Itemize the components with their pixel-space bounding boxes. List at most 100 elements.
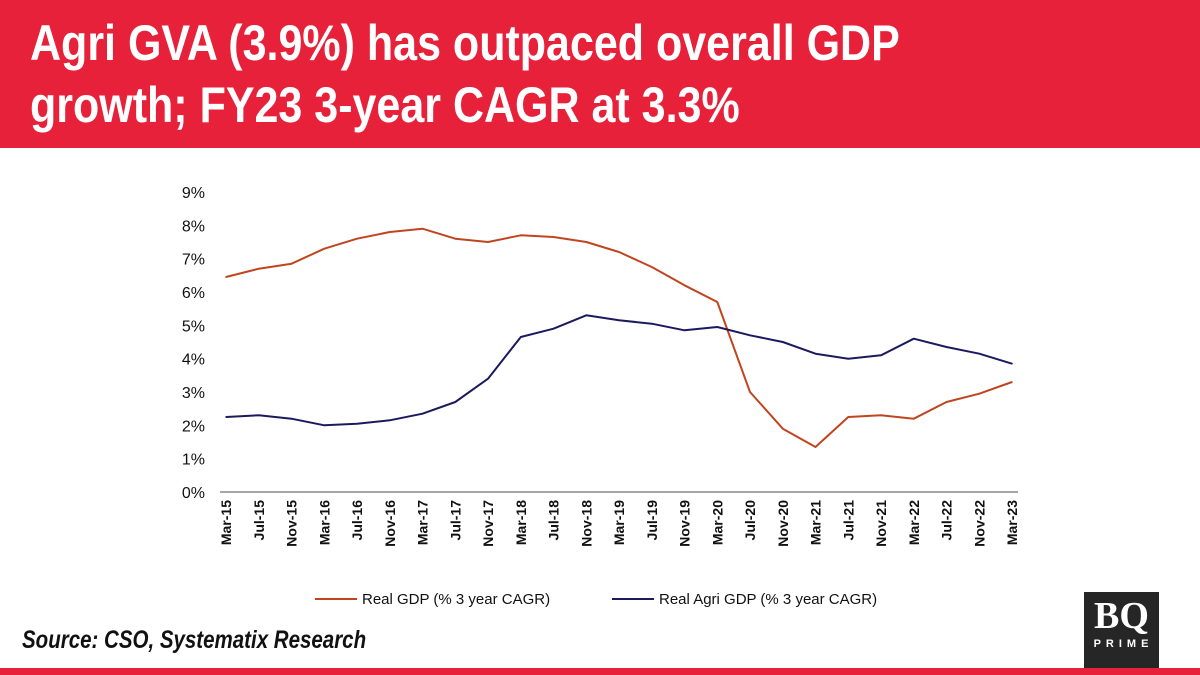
data-point: [683, 329, 686, 332]
data-point: [912, 337, 915, 340]
logo-text: BQ: [1094, 595, 1149, 637]
data-point: [257, 414, 260, 417]
y-tick-label: 9%: [182, 185, 205, 202]
x-tick-label: Jul-22: [939, 500, 955, 541]
legend-label: Real GDP (% 3 year CAGR): [362, 591, 550, 608]
x-tick-label: Jul-17: [447, 500, 463, 541]
y-tick-label: 7%: [182, 252, 205, 269]
legend-label: Real Agri GDP (% 3 year CAGR): [659, 591, 877, 608]
line-chart: 0%1%2%3%4%5%6%7%8%9% Mar-15 Jul-15 Nov-15 M…: [182, 185, 1020, 608]
data-point: [454, 237, 457, 240]
x-tick-label: Mar-18: [513, 500, 529, 545]
x-tick-label: Jul-21: [840, 500, 856, 541]
data-point: [323, 247, 326, 250]
data-point: [585, 241, 588, 243]
data-point: [847, 357, 850, 360]
data-point: [978, 352, 981, 355]
bq-prime-logo: BQ PRIME: [1084, 592, 1159, 668]
data-point: [880, 414, 882, 417]
bottom-bar: [0, 668, 1200, 675]
data-point: [421, 227, 424, 230]
x-tick-label: Mar-21: [808, 500, 824, 545]
data-point: [225, 416, 227, 418]
x-tick-label: Mar-19: [611, 500, 627, 545]
x-axis: Mar-15 Jul-15 Nov-15 Mar-16 Jul-16 Nov-16 Mar-…: [218, 500, 1020, 547]
x-tick-label: Mar-23: [1004, 500, 1020, 545]
y-axis: 0% 1% 2% 3% 4% 5% 6% 7% 8% 9%: [182, 185, 205, 502]
x-tick-label: Jul-15: [251, 500, 267, 541]
y-tick-label: 0%: [182, 485, 205, 502]
x-tick-label: Nov-20: [775, 500, 791, 547]
series-line-real-agri-gdp: [225, 314, 1013, 427]
data-point: [323, 424, 326, 427]
series-line-real-gdp: [225, 227, 1013, 448]
logo-subtext: PRIME: [1093, 638, 1154, 650]
data-point: [814, 352, 817, 355]
data-point: [781, 341, 784, 343]
data-point: [487, 241, 489, 243]
x-tick-label: Nov-17: [480, 500, 496, 547]
data-point: [290, 262, 293, 265]
title-line-1: Agri GVA (3.9%) has outpaced overall GDP: [30, 15, 900, 71]
y-tick-label: 8%: [182, 218, 205, 235]
x-tick-label: Jul-18: [546, 500, 562, 541]
x-tick-label: Nov-22: [971, 500, 987, 547]
data-point: [290, 417, 293, 420]
x-tick-label: Nov-18: [578, 500, 594, 547]
data-point: [716, 301, 719, 303]
x-tick-label: Mar-15: [218, 500, 234, 545]
data-point: [519, 336, 522, 338]
data-point: [388, 231, 391, 233]
data-point: [421, 412, 424, 415]
data-point: [945, 346, 948, 348]
data-point: [519, 234, 522, 237]
data-point: [356, 237, 358, 240]
data-point: [945, 401, 948, 403]
data-point: [454, 401, 457, 403]
data-point: [356, 422, 358, 425]
x-tick-label: Mar-17: [415, 500, 431, 545]
source-note: Source: CSO, Systematix Research: [22, 626, 367, 654]
y-tick-label: 2%: [182, 418, 205, 435]
data-point: [912, 417, 915, 420]
data-point: [650, 322, 653, 325]
y-tick-label: 6%: [182, 285, 205, 302]
x-tick-label: Mar-20: [709, 500, 725, 545]
x-tick-label: Nov-19: [677, 500, 693, 547]
x-tick-label: Mar-16: [316, 500, 332, 545]
data-point: [618, 319, 620, 322]
data-point: [978, 392, 981, 395]
data-point: [585, 314, 588, 317]
data-point: [749, 334, 751, 337]
data-point: [552, 327, 555, 330]
data-point: [650, 266, 653, 268]
x-tick-label: Mar-22: [906, 500, 922, 545]
data-point: [683, 284, 686, 287]
y-tick-label: 4%: [182, 352, 205, 369]
series-lines: [225, 227, 1013, 448]
data-point: [749, 391, 751, 393]
data-point: [388, 419, 391, 422]
title-banner: Agri GVA (3.9%) has outpaced overall GDP…: [0, 0, 1200, 148]
data-point: [1011, 381, 1013, 383]
x-tick-label: Nov-15: [284, 500, 300, 547]
x-tick-label: Nov-16: [382, 500, 398, 547]
data-point: [781, 427, 784, 430]
data-point: [880, 354, 882, 357]
title-line-2: growth; FY23 3-year CAGR at 3.3%: [30, 77, 740, 133]
y-tick-label: 3%: [182, 385, 205, 402]
data-point: [618, 251, 620, 253]
y-tick-label: 5%: [182, 318, 205, 335]
data-point: [257, 267, 260, 270]
x-tick-label: Nov-21: [873, 500, 889, 547]
legend: Real GDP (% 3 year CAGR) Real Agri GDP (%…: [315, 591, 877, 608]
y-tick-label: 1%: [182, 452, 205, 469]
data-point: [487, 377, 489, 380]
data-point: [847, 416, 850, 418]
data-point: [716, 326, 719, 328]
data-point: [552, 236, 555, 238]
x-tick-label: Jul-16: [349, 500, 365, 541]
data-point: [225, 276, 227, 278]
x-tick-label: Jul-19: [644, 500, 660, 541]
data-point: [1011, 362, 1013, 365]
